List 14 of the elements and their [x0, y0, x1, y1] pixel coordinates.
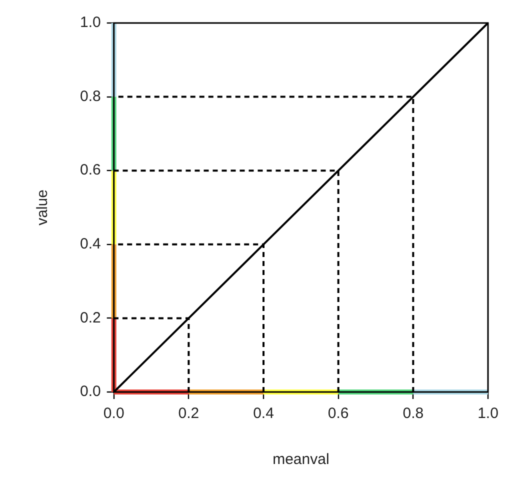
x-tick-label: 0.4 [253, 405, 274, 422]
x-axis-title: meanval [272, 451, 330, 468]
x-tick-label: 0.2 [178, 405, 200, 422]
y-tick-label: 0.4 [80, 236, 101, 253]
y-axis-title: value [34, 190, 52, 226]
y-tick-label: 1.0 [80, 14, 101, 32]
x-tick-label: 0.0 [103, 405, 124, 422]
x-tick-label: 0.8 [402, 405, 424, 422]
y-tick-label: 0.8 [80, 88, 101, 105]
y-tick-label: 0.2 [80, 309, 101, 326]
y-tick-label: 0.6 [80, 162, 101, 179]
x-tick-label: 1.0 [478, 405, 498, 422]
x-tick-label: 0.6 [328, 405, 349, 422]
y-tick-label: 0.0 [80, 383, 101, 400]
